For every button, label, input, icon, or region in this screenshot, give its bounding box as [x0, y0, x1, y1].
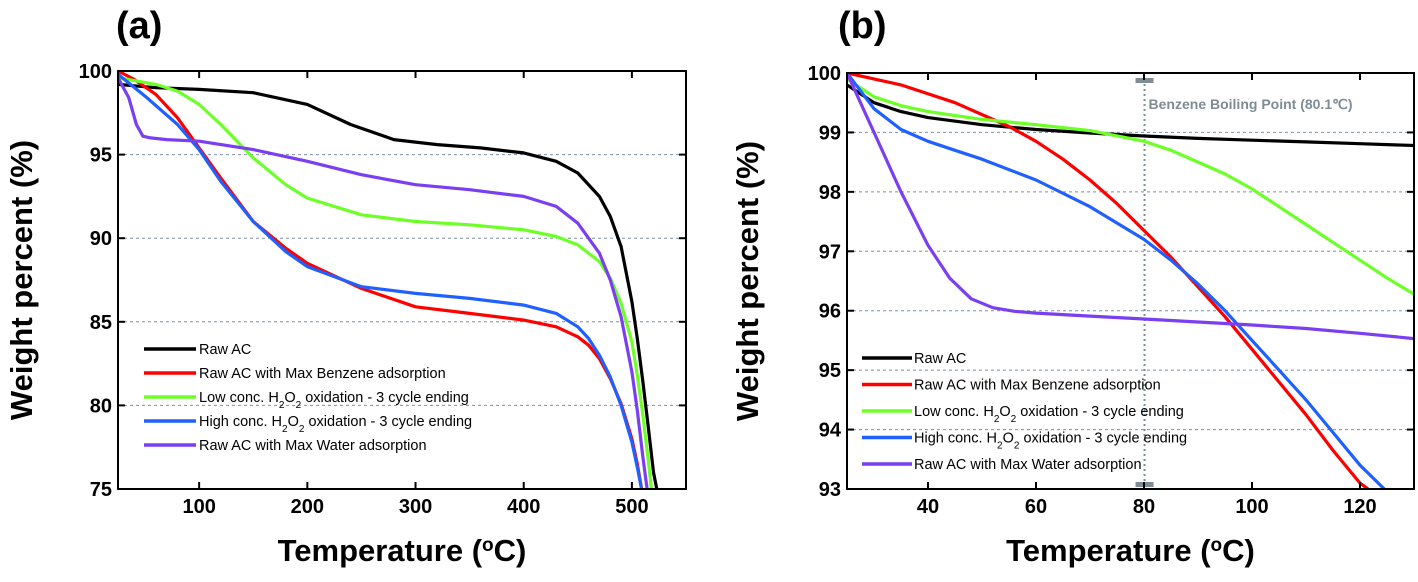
x-tick-label: 40	[917, 496, 939, 518]
plot-frame	[117, 70, 687, 490]
series-group	[118, 71, 659, 489]
y-axis-title: Weight percent (%)	[4, 140, 39, 420]
series-line-3	[118, 76, 653, 489]
y-tick-label: 90	[90, 228, 112, 250]
series-line-3	[847, 77, 1414, 296]
legend-label-2: Raw AC with Max Benzene adsorption	[914, 378, 1161, 394]
legend-label-4: High conc. H2O2 oxidation - 3 cycle endi…	[199, 414, 472, 435]
y-tick-label: 93	[819, 479, 841, 501]
plot-frame	[846, 72, 1415, 490]
legend-label-3: Low conc. H2O2 oxidation - 3 cycle endin…	[914, 404, 1184, 425]
chart-panel-b: Benzene Boiling Point (80.1℃) 40 60 80 100 12…	[730, 5, 1415, 568]
legend-label-2: Raw AC with Max Benzene adsorption	[199, 366, 446, 382]
series-line-5	[118, 76, 649, 489]
y-tick-label: 80	[90, 395, 112, 417]
x-tick-label: 400	[507, 496, 540, 518]
y-tick-label: 96	[819, 301, 841, 323]
legend-label-3: Low conc. H2O2 oxidation - 3 cycle endin…	[199, 390, 469, 411]
y-tick-label: 85	[90, 312, 112, 334]
y-tick-label: 99	[819, 122, 841, 144]
y-tick-label: 94	[819, 420, 842, 442]
y-tick-label: 95	[819, 360, 841, 382]
x-tick-label: 60	[1025, 496, 1047, 518]
y-axis-title: Weight percent (%)	[730, 141, 765, 421]
series-line-4	[118, 72, 644, 489]
boiling-point-cap-top	[1135, 78, 1154, 83]
y-tick-label: 100	[79, 61, 112, 83]
y-tick-label: 98	[819, 182, 841, 204]
panel-label: (b)	[838, 5, 887, 47]
series-line-1	[847, 83, 1414, 148]
x-tick-label: 100	[1235, 496, 1268, 518]
legend-label-1: Raw AC	[914, 351, 966, 367]
y-tick-label: 75	[90, 479, 112, 501]
x-axis-title: Temperature (oC)	[278, 533, 527, 568]
boiling-point-label: Benzene Boiling Point (80.1℃)	[1149, 96, 1353, 112]
x-axis-title: Temperature (oC)	[1006, 533, 1255, 568]
legend-label-1: Raw AC	[199, 342, 251, 358]
series-line-5	[847, 73, 1414, 341]
series-line-4	[847, 73, 1386, 489]
x-tick-label: 120	[1343, 496, 1376, 518]
x-tick-label: 500	[615, 496, 648, 518]
y-tick-label: 95	[90, 145, 112, 167]
legend-label-5: Raw AC with Max Water adsorption	[914, 457, 1142, 473]
legend-label-4: High conc. H2O2 oxidation - 3 cycle endi…	[914, 431, 1187, 452]
chart-panel-a: 100 200 300 400 5007580859095100(a)Temperatu…	[4, 5, 687, 568]
panel-label: (a)	[116, 5, 162, 47]
series-group	[847, 73, 1414, 489]
x-tick-label: 80	[1133, 496, 1155, 518]
x-tick-label: 200	[291, 496, 324, 518]
series-line-1	[118, 82, 659, 489]
legend-label-5: Raw AC with Max Water adsorption	[199, 438, 427, 454]
y-tick-label: 100	[808, 63, 841, 85]
x-tick-label: 100	[182, 496, 215, 518]
y-tick-label: 97	[819, 241, 841, 263]
x-tick-label: 300	[399, 496, 432, 518]
